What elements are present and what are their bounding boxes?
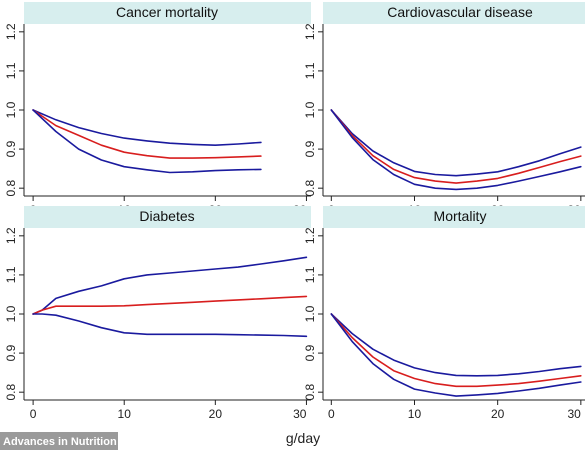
- y-tick-label: 0.9: [303, 140, 317, 157]
- panel-diabetes: Diabetes 0.8 0.9 1.0 1.1 1.2 0 10 20 30: [4, 206, 311, 421]
- y-tick-label: 1.0: [4, 101, 18, 118]
- series-line-upper: [32, 256, 308, 315]
- x-tick-label: 10: [118, 407, 132, 421]
- panel-cardiovascular-disease: Cardiovascular disease 0.80.91.01.11.201…: [303, 2, 585, 217]
- y-tick-label: 1.2: [303, 227, 317, 244]
- y-tick-label: 1.2: [303, 23, 317, 40]
- series-line-lower: [32, 313, 308, 338]
- y-tick-label: 0.9: [303, 344, 317, 361]
- series-line-lower: [330, 109, 582, 191]
- y-tick-label: 0.9: [4, 140, 18, 157]
- y-tick-label: 1.0: [4, 305, 18, 322]
- series-line-upper: [330, 313, 582, 377]
- x-tick-label: 30: [293, 407, 307, 421]
- y-tick-label: 0.8: [303, 180, 317, 197]
- panel-title: Diabetes: [139, 208, 194, 224]
- series-line-lower: [330, 313, 582, 397]
- y-tick-label: 1.2: [4, 227, 18, 244]
- y-tick-label: 1.0: [303, 305, 317, 322]
- panel-title: Cardiovascular disease: [387, 4, 533, 20]
- panel-title: Cancer mortality: [116, 4, 218, 20]
- y-tick-label: 1.1: [303, 266, 317, 283]
- y-tick-label: 0.8: [4, 180, 18, 197]
- x-tick-label: 20: [209, 407, 223, 421]
- y-tick-label: 0.9: [4, 344, 18, 361]
- panel-strip: [24, 206, 311, 228]
- panel-mortality: Mortality 0.8 0.9 1.0 1.1 1.2 0 10 20 30: [303, 206, 585, 421]
- series-line-estimate: [32, 295, 308, 315]
- series-line-lower: [32, 109, 262, 174]
- panel-strip: [24, 2, 311, 24]
- y-tick-label: 1.2: [4, 23, 18, 40]
- series-line-estimate: [330, 313, 582, 388]
- x-tick-label: 0: [328, 407, 335, 421]
- y-tick-label: 0.8: [4, 384, 18, 401]
- x-tick-label: 20: [491, 407, 505, 421]
- x-tick-label: 0: [30, 407, 37, 421]
- y-tick-label: 1.0: [303, 101, 317, 118]
- x-tick-label: 30: [567, 407, 581, 421]
- x-tick-label: 10: [408, 407, 422, 421]
- credit-badge: [0, 432, 118, 450]
- y-tick-label: 1.1: [303, 62, 317, 79]
- series-line-upper: [32, 109, 262, 146]
- series-line-estimate: [32, 109, 262, 159]
- panel-strip: [323, 2, 585, 24]
- panel-strip: [323, 206, 585, 228]
- x-axis-label: g/day: [286, 430, 320, 446]
- credit-text: Advances in Nutrition: [3, 436, 117, 448]
- y-tick-label: 1.1: [4, 62, 18, 79]
- series-line-upper: [330, 109, 582, 177]
- y-tick-label: 0.8: [303, 384, 317, 401]
- panel-title: Mortality: [434, 208, 487, 224]
- series-line-estimate: [330, 109, 582, 184]
- y-tick-label: 1.1: [4, 266, 18, 283]
